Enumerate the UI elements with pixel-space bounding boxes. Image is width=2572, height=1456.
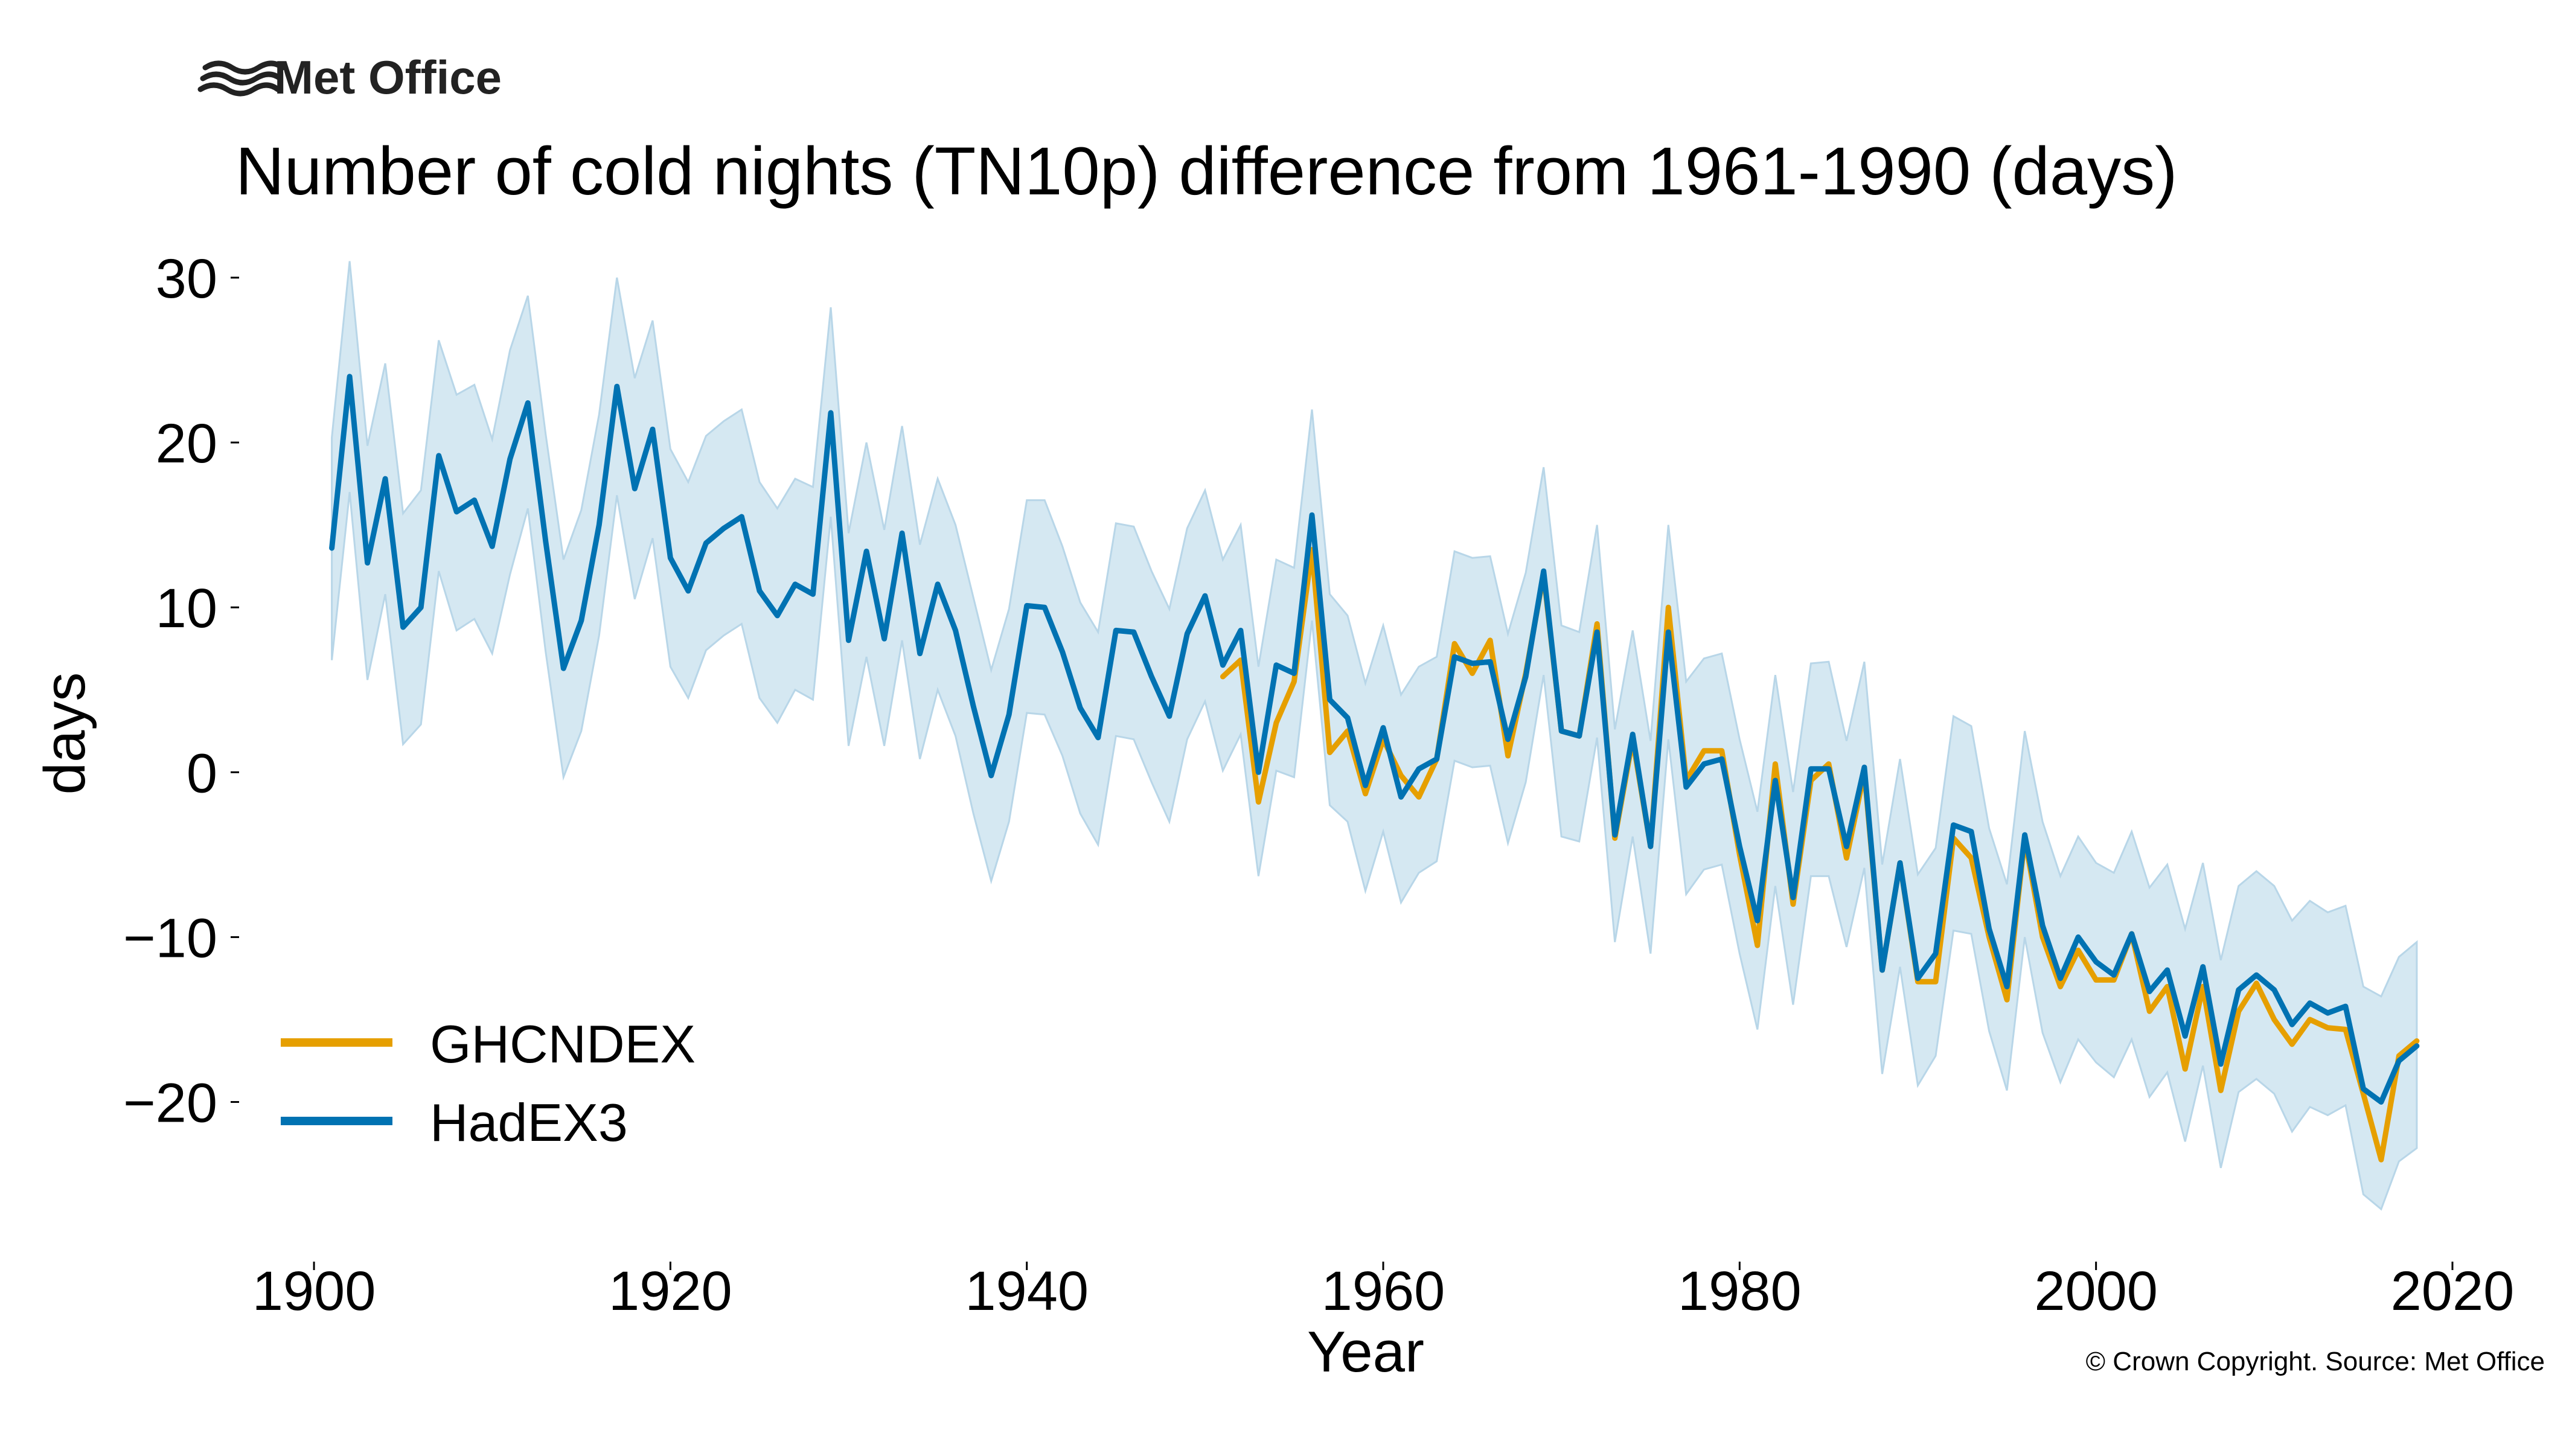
x-tick-label: 1920 [609, 1260, 732, 1322]
x-tick-label: 1980 [1678, 1260, 1802, 1322]
series-layer [329, 374, 2420, 1163]
y-tick-label: −20 [123, 1073, 217, 1134]
hadex3-range-band-layer [331, 261, 2418, 1211]
legend-label-hadex3: HadEX3 [430, 1093, 628, 1152]
y-tick-label: 30 [156, 248, 217, 310]
logo-text: Met Office [274, 51, 502, 104]
legend: GHCNDEX HadEX3 [281, 1014, 696, 1152]
y-tick-label: 20 [156, 413, 217, 474]
met-office-wave-icon [197, 60, 286, 97]
y-tick-label: 10 [156, 578, 217, 639]
met-office-logo: Met Office [197, 51, 502, 104]
x-axis-label: Year [1307, 1320, 1424, 1384]
hadex3-range-band [331, 261, 2418, 1211]
y-axis-label: days [33, 672, 97, 795]
copyright-note: © Crown Copyright. Source: Met Office [2086, 1347, 2545, 1376]
y-tick-label: 0 [187, 742, 217, 804]
x-axis: 1900 1920 1940 1960 1980 2000 2020 [252, 1260, 2515, 1322]
chart-title: Number of cold nights (TN10p) difference… [235, 133, 2177, 209]
series-line-hadex3 [329, 374, 2420, 1105]
x-tick-label: 1940 [965, 1260, 1089, 1322]
x-tick-label: 2020 [2391, 1260, 2515, 1322]
x-tick-label: 1900 [252, 1260, 376, 1322]
x-tick-label: 1960 [1322, 1260, 1445, 1322]
series-line-ghcndex [1220, 547, 2420, 1163]
y-axis: 30 20 10 0 −10 −20 [123, 248, 239, 1134]
y-tick-label: −10 [123, 907, 217, 969]
legend-label-ghcndex: GHCNDEX [430, 1014, 696, 1074]
x-tick-label: 2000 [2034, 1260, 2158, 1322]
